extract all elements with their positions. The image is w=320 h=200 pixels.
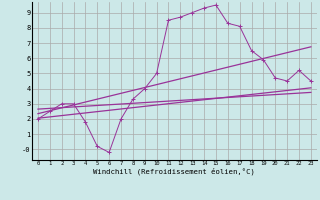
X-axis label: Windchill (Refroidissement éolien,°C): Windchill (Refroidissement éolien,°C) <box>93 168 255 175</box>
